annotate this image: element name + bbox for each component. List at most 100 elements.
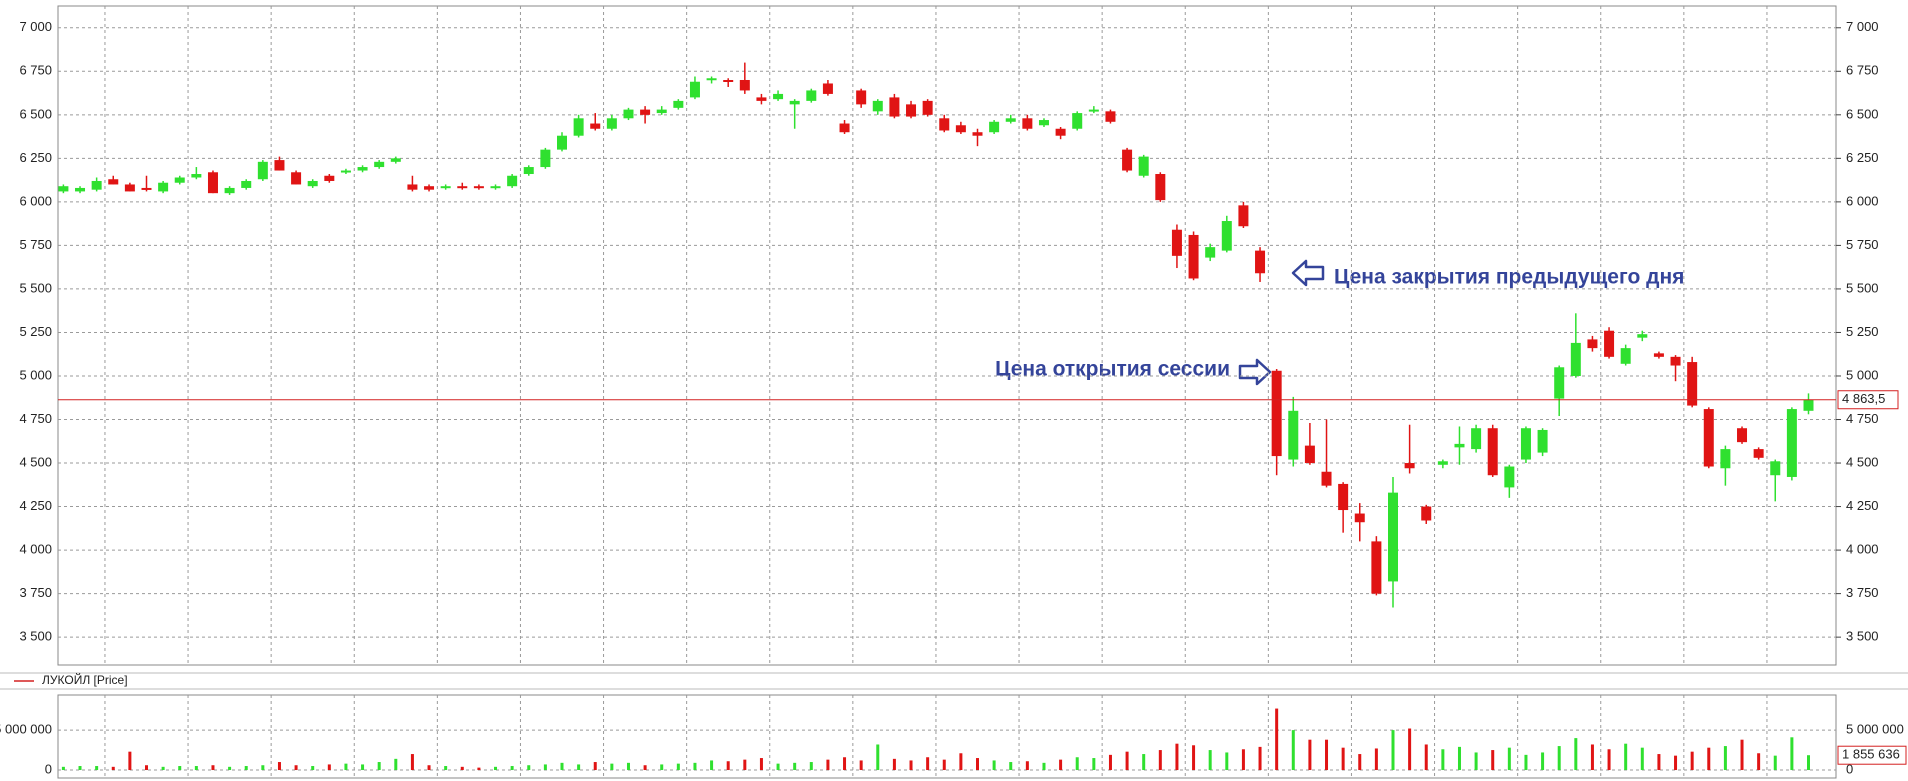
- volume-bar: [1175, 743, 1179, 771]
- volume-bar: [992, 760, 996, 771]
- candle-body: [1620, 348, 1631, 364]
- volume-bar: [1291, 730, 1295, 771]
- candle-body: [374, 161, 385, 168]
- y-tick-label-right: 4 250: [1846, 498, 1879, 513]
- candle-body: [108, 179, 119, 185]
- volume-bar: [1158, 750, 1162, 771]
- candle-body: [1421, 506, 1432, 521]
- volume-bar: [693, 762, 697, 771]
- y-tick-label-right: 3 500: [1846, 629, 1879, 644]
- volume-bar: [1075, 757, 1079, 771]
- volume-bar: [909, 760, 913, 771]
- volume-bar: [244, 766, 248, 771]
- y-tick-label-right: 6 500: [1846, 106, 1879, 121]
- volume-bar: [527, 765, 531, 771]
- candle-body: [1271, 370, 1282, 457]
- y-tick-label: 5 000: [19, 367, 52, 382]
- volume-bar: [410, 754, 414, 771]
- candle-body: [1437, 461, 1448, 465]
- candle-body: [1055, 128, 1066, 136]
- y-tick-label: 0: [45, 761, 52, 776]
- volume-bar: [1441, 749, 1445, 771]
- candle-body: [739, 79, 750, 91]
- candle-body: [1770, 461, 1781, 476]
- candle-body: [656, 109, 667, 114]
- volume-bar: [1674, 755, 1678, 771]
- candle-body: [58, 186, 69, 192]
- y-tick-label: 3 500: [19, 629, 52, 644]
- candle-body: [706, 78, 717, 81]
- volume-bar: [277, 762, 281, 771]
- volume-bar: [1042, 762, 1046, 771]
- volume-bar: [1341, 747, 1345, 771]
- y-tick-label: 7 000: [19, 19, 52, 34]
- volume-bar: [78, 766, 82, 771]
- candle-body: [124, 184, 135, 192]
- candle-body: [723, 79, 734, 82]
- volume-bar: [61, 766, 65, 771]
- candle-body: [1653, 353, 1664, 357]
- candle-body: [490, 186, 501, 189]
- candle-body: [1238, 205, 1249, 227]
- volume-bar: [510, 766, 514, 771]
- candle-body: [1122, 149, 1133, 171]
- last-price-label: 4 863,5: [1842, 391, 1885, 406]
- candle-body: [324, 175, 335, 181]
- volume-bar: [1557, 746, 1561, 771]
- candle-body: [1188, 234, 1199, 279]
- volume-bar: [95, 766, 99, 771]
- volume-bar: [1574, 738, 1578, 771]
- candle-body: [1005, 118, 1016, 122]
- candle-body: [440, 186, 451, 189]
- candle-body: [623, 109, 634, 119]
- candle-body: [1388, 492, 1398, 582]
- candle-body: [1554, 367, 1565, 399]
- candle-body: [1221, 221, 1232, 251]
- volume-bar: [1790, 737, 1794, 771]
- candle-body: [174, 177, 185, 183]
- y-tick-label: 5 000 000: [0, 722, 52, 737]
- candle-body: [540, 149, 551, 168]
- volume-bar: [1457, 746, 1461, 771]
- candle-body: [1687, 362, 1698, 406]
- volume-bar: [1491, 750, 1495, 771]
- candle-body: [1637, 334, 1648, 338]
- volume-bar: [1225, 752, 1229, 771]
- volume-bar: [1707, 747, 1711, 771]
- candle-body: [1022, 118, 1033, 129]
- candle-body: [407, 184, 418, 190]
- volume-bar: [676, 763, 680, 771]
- volume-bar: [494, 766, 498, 771]
- volume-bar: [826, 759, 830, 771]
- candle-body: [1520, 428, 1531, 460]
- y-tick-label-right: 5 750: [1846, 237, 1879, 252]
- volume-bar: [1541, 752, 1545, 771]
- volume-bar: [610, 763, 614, 771]
- volume-bar: [1807, 755, 1810, 771]
- volume-bar: [976, 758, 979, 771]
- candle-body: [1138, 156, 1149, 176]
- candle-body: [1703, 409, 1714, 467]
- y-tick-label-right: 5 500: [1846, 280, 1879, 295]
- volume-bar: [626, 762, 630, 771]
- candle-body: [224, 187, 235, 194]
- volume-bar: [444, 766, 448, 771]
- volume-bar: [1275, 708, 1279, 771]
- volume-bar: [1142, 754, 1146, 771]
- candle-body: [1404, 463, 1415, 469]
- volume-bar: [1740, 739, 1744, 771]
- arrow-right: [1238, 358, 1272, 386]
- candle-body: [1304, 445, 1315, 464]
- volume-bar: [1208, 750, 1212, 771]
- y-tick-label: 5 750: [19, 237, 52, 252]
- volume-bar: [1192, 745, 1196, 771]
- candle-body: [673, 100, 684, 108]
- candle-body: [856, 90, 867, 105]
- candle-body: [1321, 471, 1332, 486]
- y-tick-label-right: 4 750: [1846, 411, 1879, 426]
- volume-bar: [111, 766, 115, 771]
- volume-bar: [1424, 744, 1428, 771]
- volume-bar: [1524, 754, 1528, 771]
- volume-bar: [1474, 752, 1478, 771]
